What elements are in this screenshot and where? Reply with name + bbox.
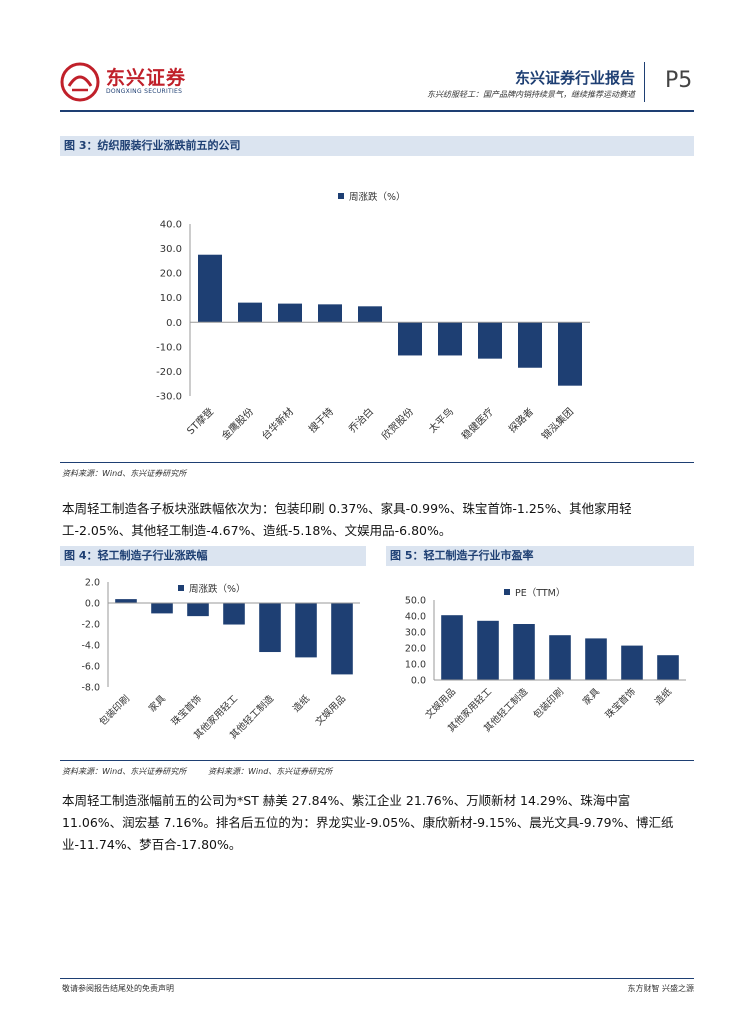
y-tick-label: 30.0 [405,628,426,639]
x-tick-label: 台华新材 [259,405,296,442]
x-tick-label: 搜于特 [306,405,336,435]
y-tick-label: 2.0 [85,578,100,589]
bar [549,635,571,680]
x-tick-label: 锦泓集团 [539,405,576,442]
figure4-source: 资料来源：Wind、东兴证券研究所 [62,767,187,776]
report-subtitle: 东兴纺服轻工：国产品牌内销持续景气，继续推荐运动赛道 [427,90,635,99]
x-tick-label: 稳健医疗 [459,405,496,442]
y-tick-label: 10.0 [160,293,182,304]
y-tick-label: 10.0 [405,660,426,671]
bar [438,322,462,356]
figure45-rule [60,760,694,761]
bar [358,306,382,323]
y-tick-label: 30.0 [160,244,182,255]
figure3-chart: 40.0 30.0 20.0 10.0 0.0 -10.0 -20.0 -30.0 周涨跌（%）… [156,191,590,442]
x-tick-label: 珠宝首饰 [603,686,638,721]
paragraph-top-movers: 本周轻工制造涨幅前五的公司为*ST 赫美 27.84%、紫江企业 21.76%、… [62,790,694,856]
figure4-title: 图 4：轻工制造子行业涨跌幅 [60,546,366,566]
bar [585,638,607,680]
legend-label: 周涨跌（%） [349,191,406,203]
x-tick-label: 文娱用品 [313,693,348,728]
bar [518,322,542,368]
figure5-title: 图 5：轻工制造子行业市盈率 [386,546,694,566]
bar [331,603,353,675]
legend-label: 周涨跌（%） [189,583,246,595]
y-tick-label: -20.0 [156,367,182,378]
x-tick-label: 包装印刷 [531,686,566,721]
y-tick-label: 20.0 [405,644,426,655]
bar [478,322,502,359]
figure5-source: 资料来源：Wind、东兴证券研究所 [208,767,333,776]
x-tick-label: 家具 [580,685,602,707]
footer-rule [60,978,694,979]
paragraph-text: 本周轻工制造各子板块涨跌幅依次为：包装印刷 0.37%、家具-0.99%、珠宝首… [62,501,632,538]
y-tick-label: -2.0 [81,620,100,631]
footer-disclaimer: 敬请参阅报告结尾处的免责声明 [62,984,174,993]
y-tick-label: -6.0 [81,662,100,673]
legend-swatch [178,585,184,591]
figure3-rule [60,462,694,463]
x-tick-label: 欣贺股份 [379,405,416,442]
x-tick-label: ST摩登 [184,405,216,437]
y-tick-label: 50.0 [405,596,426,607]
x-tick-label: 金鹰股份 [219,405,256,442]
y-tick-label: -10.0 [156,342,182,353]
x-tick-label: 珠宝首饰 [169,693,204,728]
paragraph-text: 本周轻工制造涨幅前五的公司为*ST 赫美 27.84%、紫江企业 21.76%、… [62,793,674,852]
bar [657,655,679,680]
bar [278,303,302,323]
bar [295,603,317,658]
legend-swatch [504,589,510,595]
bar [318,304,342,323]
figure5-chart: 50.040.030.020.010.00.0PE（TTM）文娱用品其他家用轻工… [405,587,686,734]
header-divider [644,62,645,102]
x-tick-label: 造纸 [290,692,312,714]
y-tick-label: -4.0 [81,641,100,652]
y-tick-label: 0.0 [411,676,426,687]
y-tick-label: -8.0 [81,683,100,694]
report-title: 东兴证券行业报告 [514,69,635,87]
bar [441,615,463,680]
y-tick-label: 40.0 [160,220,182,231]
bar [259,603,281,653]
bar [198,254,222,323]
x-tick-label: 家具 [146,692,168,714]
bar [513,624,535,680]
x-tick-label: 探路者 [506,405,536,435]
bar [223,603,245,625]
logo-english-name: DONGXING SECURITIES [106,88,183,95]
bar [187,603,209,617]
x-tick-label: 乔治白 [346,405,376,435]
footer-slogan: 东方财智 兴盛之源 [627,984,694,993]
legend-swatch [338,193,344,199]
legend-label: PE（TTM） [515,587,565,599]
bar [115,599,137,603]
bar [398,322,422,356]
bar [558,322,582,386]
company-logo-icon [60,62,100,102]
x-tick-label: 包装印刷 [97,693,132,728]
logo-name: 东兴证券 [106,67,187,89]
figure3-title: 图 3：纺织服装行业涨跌前五的公司 [60,136,694,156]
x-tick-label: 太平鸟 [426,405,456,435]
header-rule [60,110,694,112]
bar [621,645,643,680]
y-tick-label: 0.0 [166,318,182,329]
y-tick-label: 40.0 [405,612,426,623]
y-tick-label: -30.0 [156,392,182,403]
x-tick-label: 造纸 [652,685,674,707]
page-number: P5 [665,68,693,93]
bar [477,620,499,680]
bar [238,302,262,323]
paragraph-subsector-returns: 本周轻工制造各子板块涨跌幅依次为：包装印刷 0.37%、家具-0.99%、珠宝首… [62,498,694,542]
bar [151,603,173,614]
y-tick-label: 20.0 [160,269,182,280]
x-tick-label: 文娱用品 [423,686,458,721]
y-tick-label: 0.0 [85,599,100,610]
figure3-source: 资料来源：Wind、东兴证券研究所 [62,469,187,478]
